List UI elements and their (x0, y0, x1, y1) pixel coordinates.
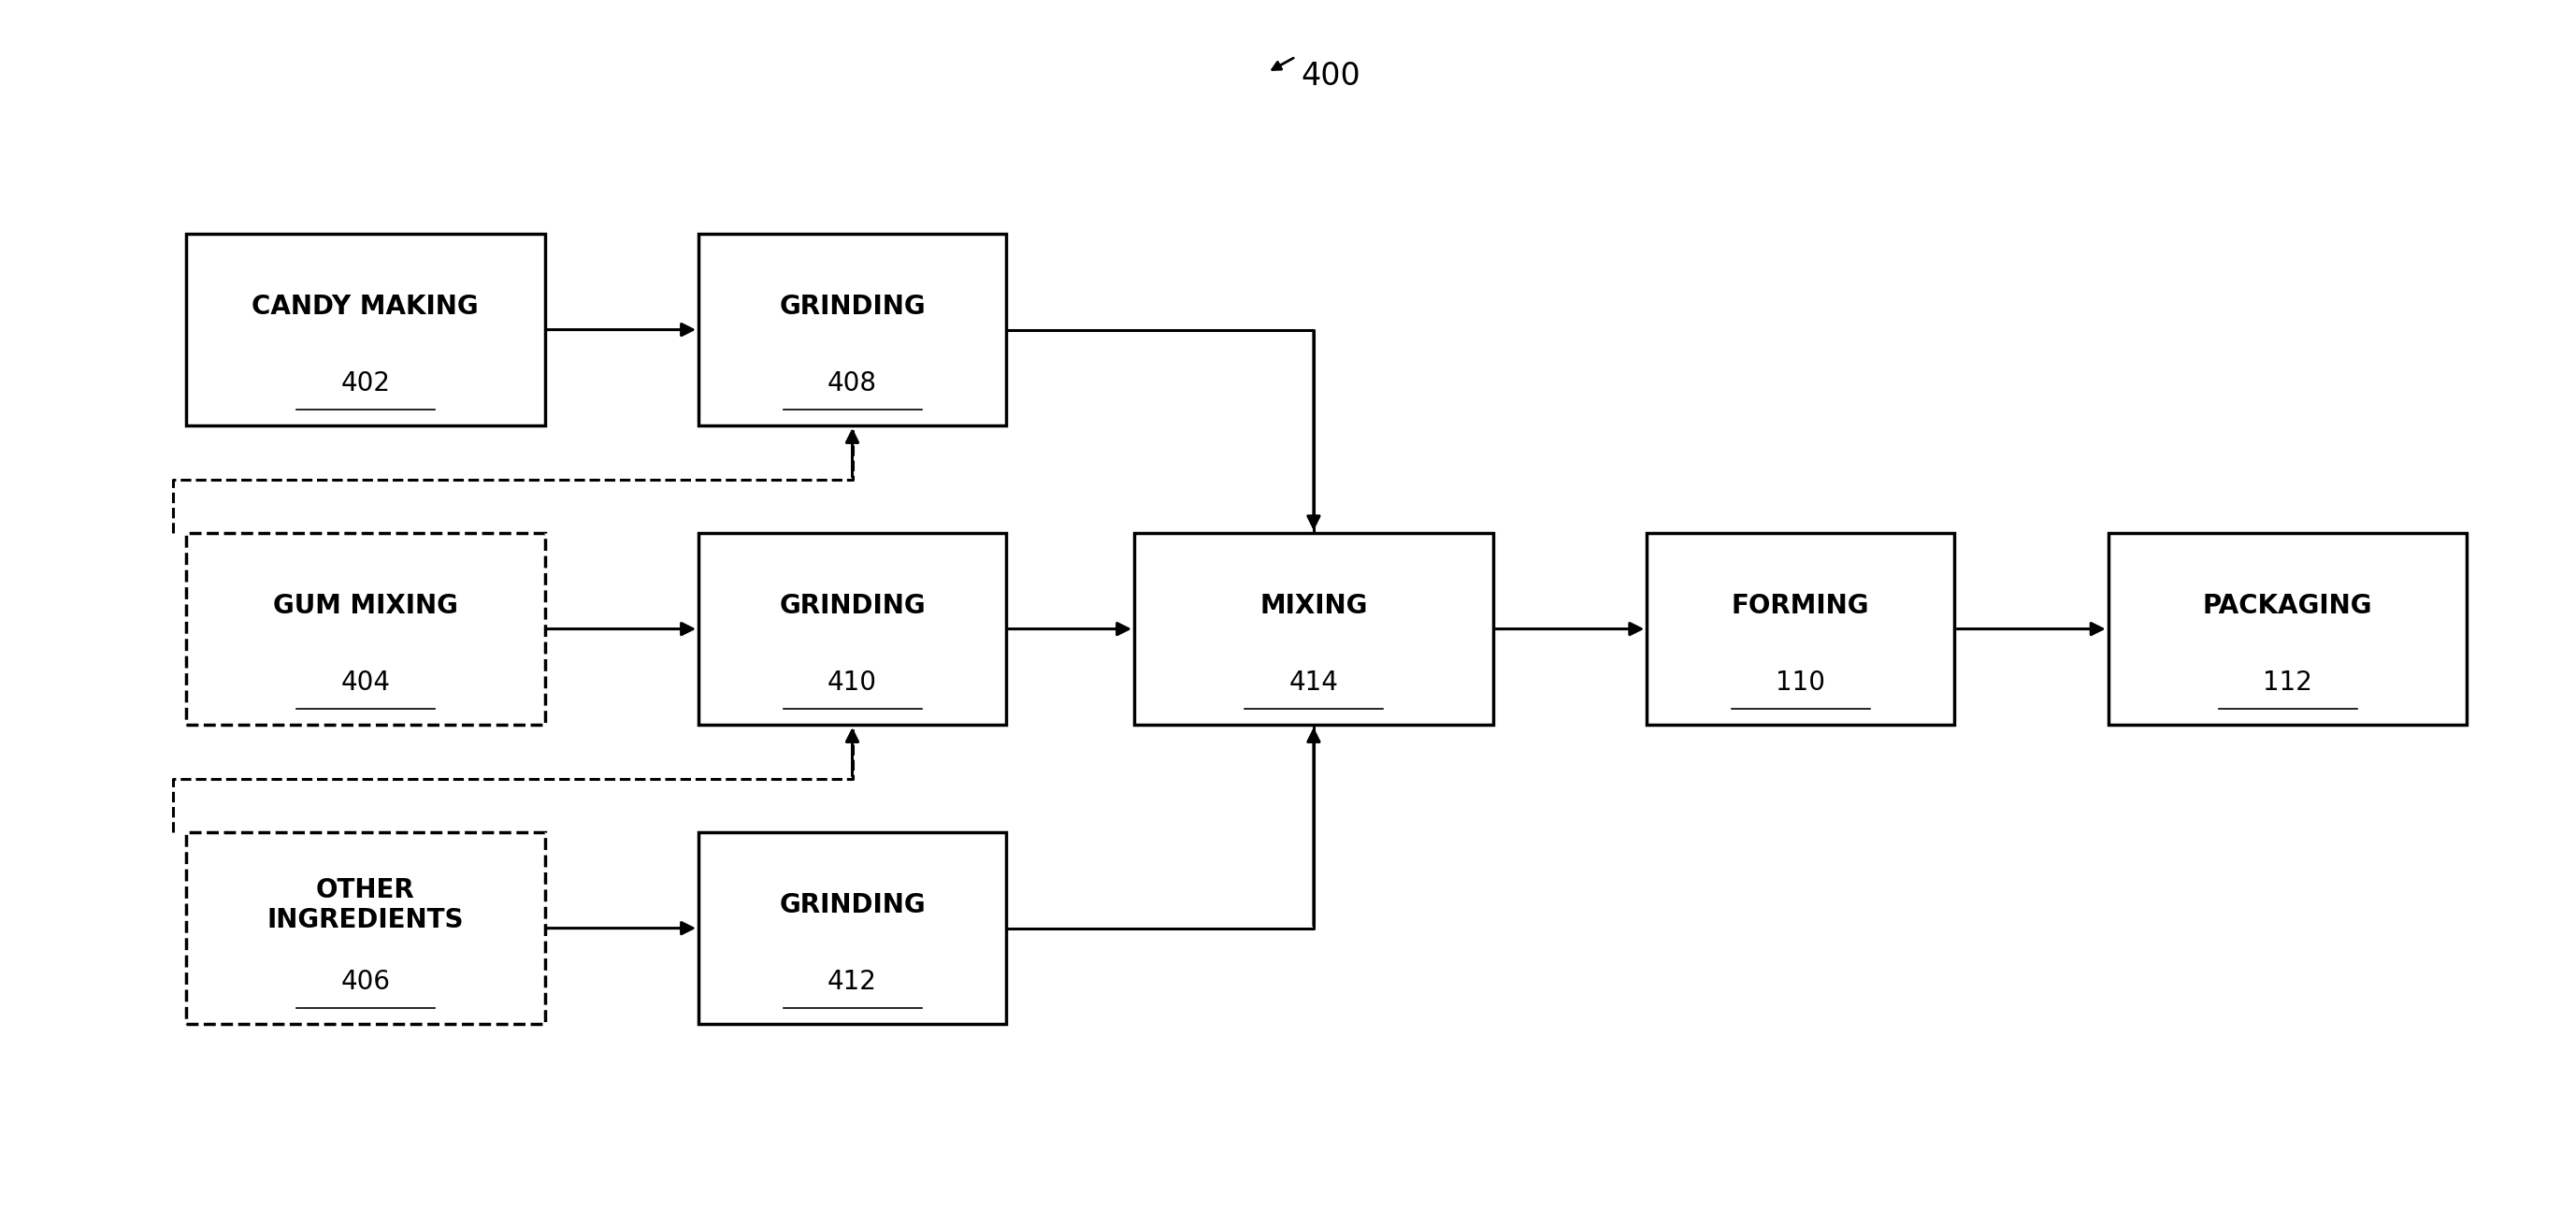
FancyBboxPatch shape (1133, 534, 1494, 725)
FancyBboxPatch shape (698, 832, 1007, 1024)
Text: 110: 110 (1775, 669, 1826, 696)
Text: GUM MIXING: GUM MIXING (273, 593, 459, 620)
Text: 112: 112 (2262, 669, 2313, 696)
FancyBboxPatch shape (2107, 534, 2468, 725)
FancyBboxPatch shape (698, 234, 1007, 426)
Text: GRINDING: GRINDING (778, 892, 925, 918)
Text: PACKAGING: PACKAGING (2202, 593, 2372, 620)
Text: OTHER
INGREDIENTS: OTHER INGREDIENTS (268, 877, 464, 933)
Text: 412: 412 (827, 969, 876, 995)
Text: FORMING: FORMING (1731, 593, 1870, 620)
Text: MIXING: MIXING (1260, 593, 1368, 620)
Text: GRINDING: GRINDING (778, 294, 925, 319)
Text: CANDY MAKING: CANDY MAKING (252, 294, 479, 319)
Text: 408: 408 (827, 370, 876, 397)
Text: 402: 402 (340, 370, 389, 397)
Text: GRINDING: GRINDING (778, 593, 925, 620)
FancyBboxPatch shape (185, 234, 544, 426)
Text: 404: 404 (340, 669, 389, 696)
Text: 400: 400 (1301, 61, 1360, 91)
FancyBboxPatch shape (698, 534, 1007, 725)
FancyBboxPatch shape (185, 534, 544, 725)
Text: 414: 414 (1288, 669, 1340, 696)
FancyBboxPatch shape (1646, 534, 1955, 725)
Text: 406: 406 (340, 969, 389, 995)
Text: 410: 410 (827, 669, 876, 696)
FancyBboxPatch shape (185, 832, 544, 1024)
